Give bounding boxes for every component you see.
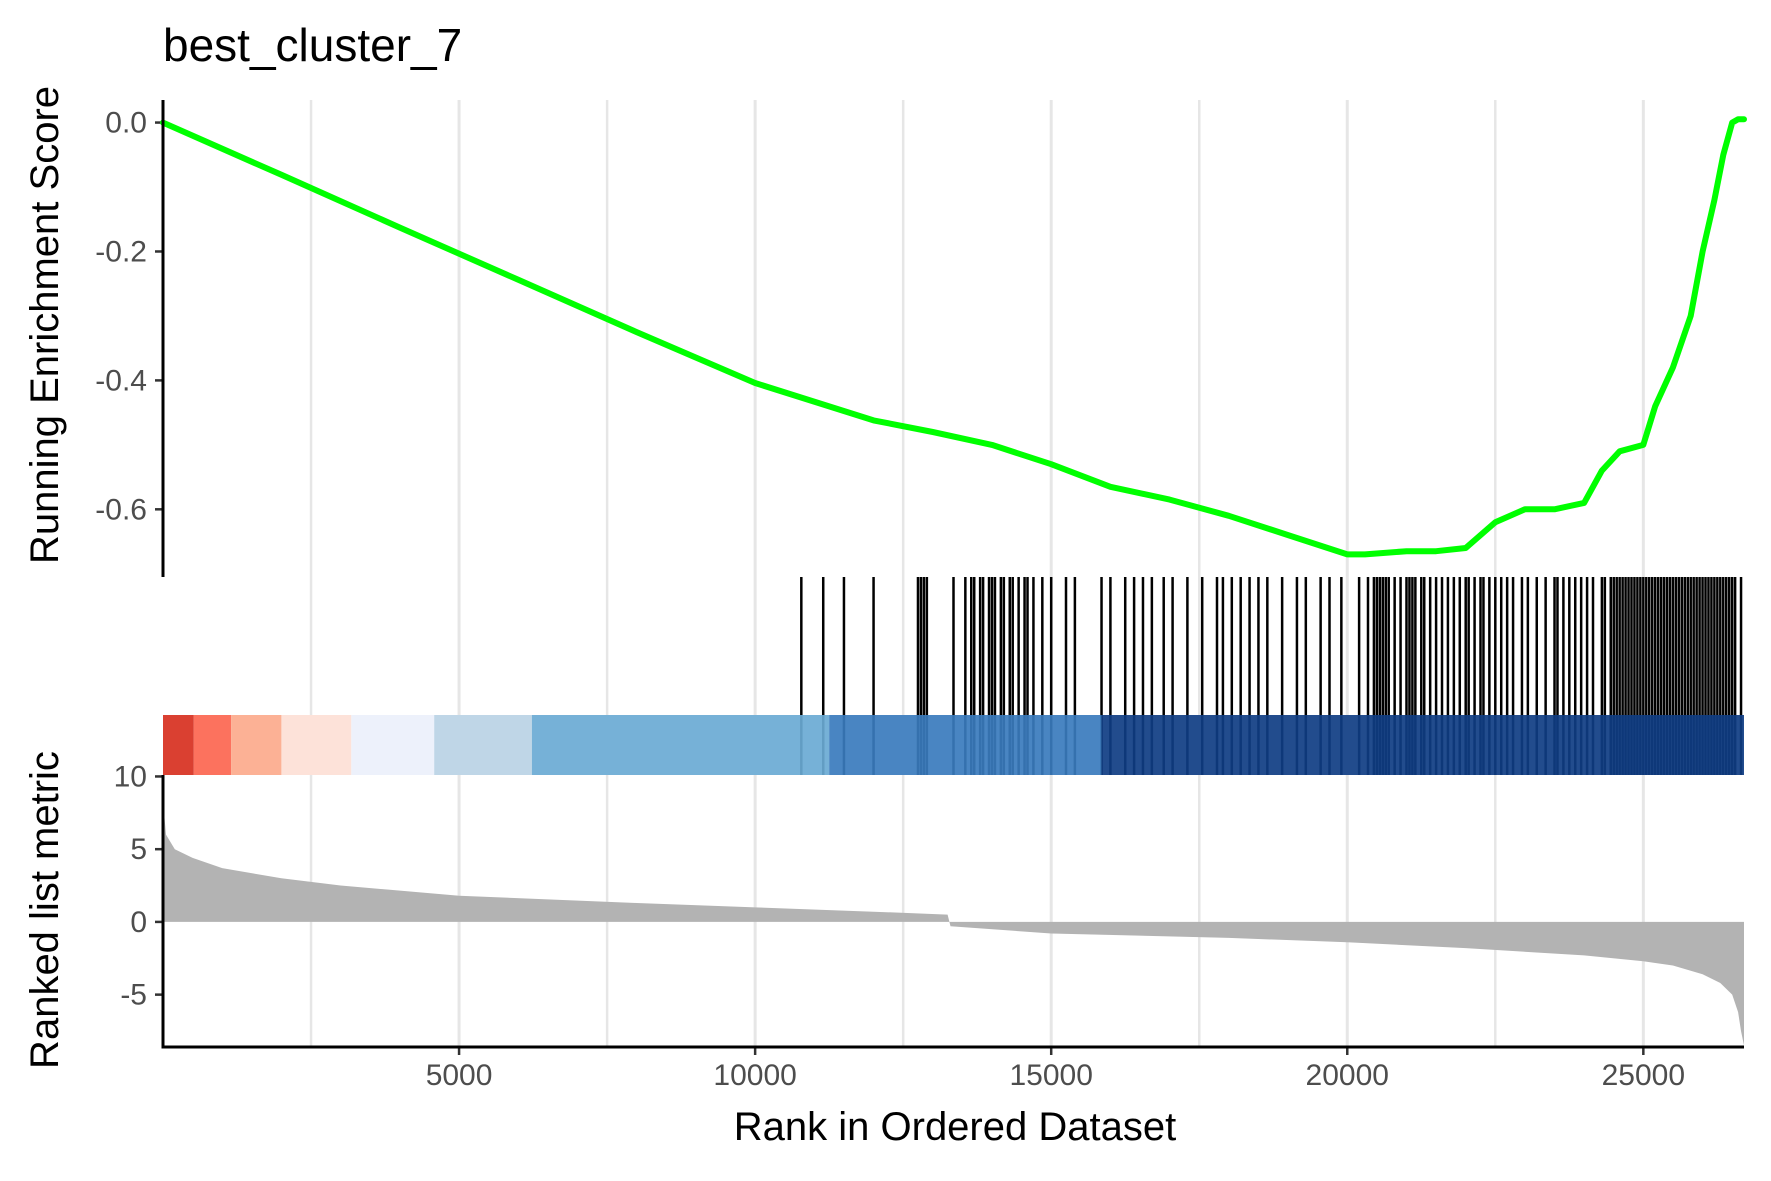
es-y-axis: 0.0 -0.2 -0.4 -0.6 <box>95 107 163 526</box>
band-segment <box>193 715 232 775</box>
x-tick-label: 10000 <box>713 1059 796 1092</box>
y-tick-label: -5 <box>120 979 147 1012</box>
band-segment <box>531 715 830 775</box>
es-y-axis-title: Running Enrichment Score <box>23 86 67 564</box>
y-tick-label: 5 <box>130 833 147 866</box>
metric-area <box>163 801 1744 1046</box>
y-tick-label: 0.0 <box>105 107 147 140</box>
hits-panel-gridlines <box>309 577 1645 715</box>
y-tick-label: 10 <box>114 760 147 793</box>
x-tick-label: 20000 <box>1306 1059 1389 1092</box>
band-segment <box>1101 715 1744 775</box>
axis-lines <box>161 100 1744 1049</box>
y-tick-label: -0.6 <box>95 493 147 526</box>
y-tick-label: -0.4 <box>95 364 147 397</box>
enrichment-score-curve <box>160 116 1747 558</box>
x-tick-label: 15000 <box>1009 1059 1092 1092</box>
band-segment <box>829 715 1102 775</box>
band-segment <box>351 715 435 775</box>
band-segment <box>163 715 194 775</box>
enrichment-score-line <box>160 116 1747 558</box>
metric-y-axis: 10 5 0 -5 <box>114 760 163 1012</box>
ranked-metric-area <box>163 801 1744 1046</box>
plot-title: best_cluster_7 <box>163 19 462 71</box>
rank-color-band <box>163 715 1744 775</box>
x-axis-title: Rank in Ordered Dataset <box>734 1105 1176 1149</box>
x-tick-label: 5000 <box>426 1059 493 1092</box>
es-panel-gridlines <box>309 100 1645 577</box>
x-axis: 5000 10000 15000 20000 25000 <box>426 1047 1685 1092</box>
x-tick-label: 25000 <box>1602 1059 1685 1092</box>
band-segment <box>281 715 352 775</box>
band-segment <box>434 715 532 775</box>
y-tick-label: -0.2 <box>95 235 147 268</box>
metric-y-axis-title: Ranked list metric <box>23 751 67 1069</box>
band-segment <box>231 715 282 775</box>
y-tick-label: 0 <box>130 906 147 939</box>
